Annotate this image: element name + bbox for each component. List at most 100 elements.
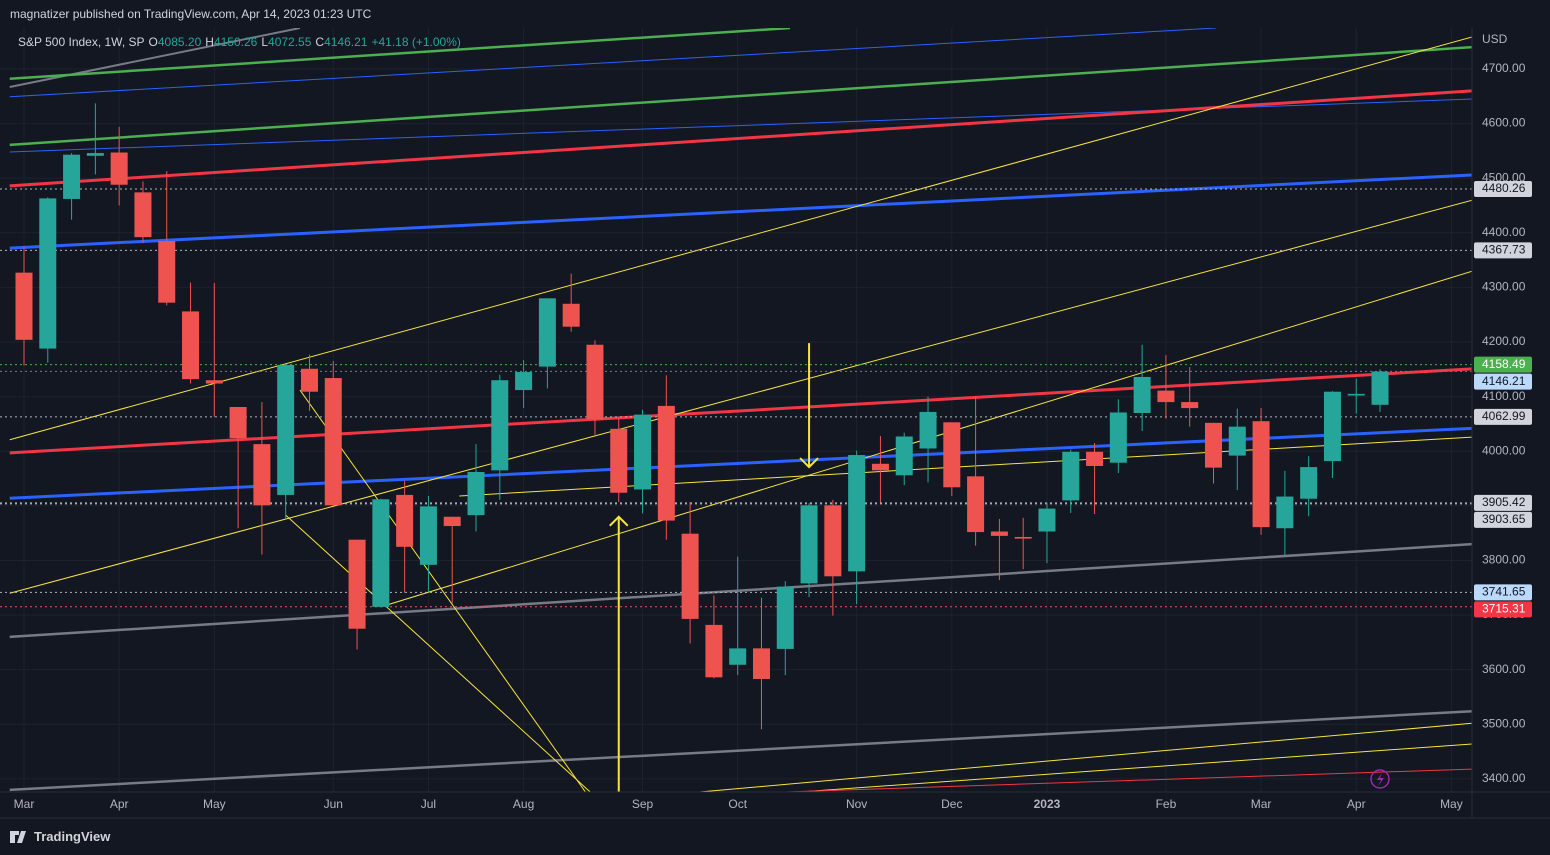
price-tag-label: 3905.42 xyxy=(1482,495,1526,509)
candle-body xyxy=(681,533,699,619)
trend-line xyxy=(9,28,1216,98)
candle-body xyxy=(182,311,200,380)
trend-line xyxy=(9,89,1472,188)
legend-value: 4072.55 xyxy=(268,35,312,49)
currency: USD xyxy=(1482,32,1508,46)
candle-body xyxy=(1228,426,1246,456)
legend-key: O xyxy=(148,35,158,49)
alert-icon[interactable] xyxy=(1370,769,1390,789)
price-tag xyxy=(1474,356,1532,373)
candle-body xyxy=(63,154,81,199)
candle-body xyxy=(562,303,580,327)
arrow-head xyxy=(609,515,629,527)
price-tag-label: 3903.65 xyxy=(1482,512,1526,526)
price-tag-label: 4062.99 xyxy=(1482,409,1526,423)
chart-bg xyxy=(0,28,1550,818)
legend-value: 4146.21 xyxy=(324,35,368,49)
candle-body xyxy=(300,368,318,392)
candle-body xyxy=(253,444,271,506)
alert-icon-bolt xyxy=(1377,773,1384,786)
candle-body xyxy=(372,499,390,607)
price-tag-label: 3715.31 xyxy=(1482,601,1526,615)
y-tick-label: 4500.00 xyxy=(1482,170,1526,184)
candle-body xyxy=(491,380,509,471)
candle-body xyxy=(1062,451,1080,501)
price-tag xyxy=(1474,180,1532,197)
price-tag xyxy=(1474,511,1532,528)
y-tick-label: 4200.00 xyxy=(1482,334,1526,348)
candle-body xyxy=(800,505,818,584)
candle-body xyxy=(943,422,961,488)
y-tick-label: 3400.00 xyxy=(1482,771,1526,785)
arrow-head xyxy=(799,457,819,469)
candle-body xyxy=(1300,467,1318,499)
trend-line xyxy=(9,709,1472,792)
legend-change: +41.18 (+1.00%) xyxy=(371,35,461,49)
legend-value: 4150.26 xyxy=(213,35,258,49)
publisher: magnatizer published on TradingView.com,… xyxy=(10,7,372,21)
candle-body xyxy=(443,516,461,527)
price-tag xyxy=(1474,373,1532,390)
trend-line xyxy=(9,367,1472,455)
candle-body xyxy=(1014,536,1032,539)
candle-body xyxy=(705,624,723,678)
trend-line xyxy=(9,36,1472,441)
candle-body xyxy=(871,463,889,471)
legend-key: H xyxy=(205,35,214,49)
x-tick-label: May xyxy=(1440,797,1463,811)
trend-line xyxy=(799,743,1472,792)
candle-body xyxy=(752,648,770,679)
y-tick-label: 4300.00 xyxy=(1482,280,1526,294)
candle-body xyxy=(15,272,33,340)
candle-body xyxy=(1109,412,1127,463)
y-tick-label: 3800.00 xyxy=(1482,553,1526,567)
trend-line xyxy=(9,28,791,81)
candle-body xyxy=(538,298,556,367)
y-tick-label: 4700.00 xyxy=(1482,61,1526,75)
y-tick-label: 4400.00 xyxy=(1482,225,1526,239)
trend-line xyxy=(9,45,1472,147)
candle-body xyxy=(467,471,485,516)
price-tag-label: 4367.73 xyxy=(1482,243,1526,257)
x-tick-label: Sep xyxy=(632,797,654,811)
trend-line xyxy=(299,389,586,792)
trend-line xyxy=(785,768,1472,792)
symbol-legend: S&P 500 Index, 1W, SP O4085.20 H4150.26 L40… xyxy=(18,35,465,49)
candle-body xyxy=(1157,390,1175,403)
candle-body xyxy=(229,406,247,439)
trend-line xyxy=(459,436,1472,497)
candle-body xyxy=(634,414,652,490)
candle-body xyxy=(1252,421,1270,528)
x-tick-label: Jul xyxy=(421,797,436,811)
legend-key: L xyxy=(261,35,269,49)
x-tick-label: Feb xyxy=(1156,797,1177,811)
trend-line xyxy=(9,173,1472,250)
trend-line xyxy=(9,28,301,88)
candle-body xyxy=(848,455,866,572)
x-tick-label: Apr xyxy=(1347,797,1366,811)
x-tick-label: Apr xyxy=(110,797,129,811)
candle-body xyxy=(776,586,794,649)
candle-body xyxy=(110,152,128,185)
x-tick-label: Oct xyxy=(728,797,747,811)
candle-body xyxy=(586,344,604,420)
legend-value: 4085.20 xyxy=(157,35,202,49)
y-tick-label: 4100.00 xyxy=(1482,389,1526,403)
trend-line xyxy=(9,199,1472,594)
candle-body xyxy=(419,506,437,565)
x-tick-label: Dec xyxy=(941,797,962,811)
price-tag-label: 3741.65 xyxy=(1482,584,1526,598)
price-tag xyxy=(1474,601,1532,618)
candle-body xyxy=(1323,391,1341,462)
price-tag xyxy=(1474,242,1532,259)
candle-body xyxy=(205,380,223,384)
x-tick-label: Aug xyxy=(513,797,534,811)
price-tag-label: 4480.26 xyxy=(1482,181,1526,195)
candle-body xyxy=(134,192,152,238)
y-tick-label: 3500.00 xyxy=(1482,716,1526,730)
x-tick-label: Mar xyxy=(14,797,35,811)
candle-body xyxy=(1276,496,1294,529)
candle-body xyxy=(86,153,104,156)
candle-body xyxy=(657,405,675,521)
